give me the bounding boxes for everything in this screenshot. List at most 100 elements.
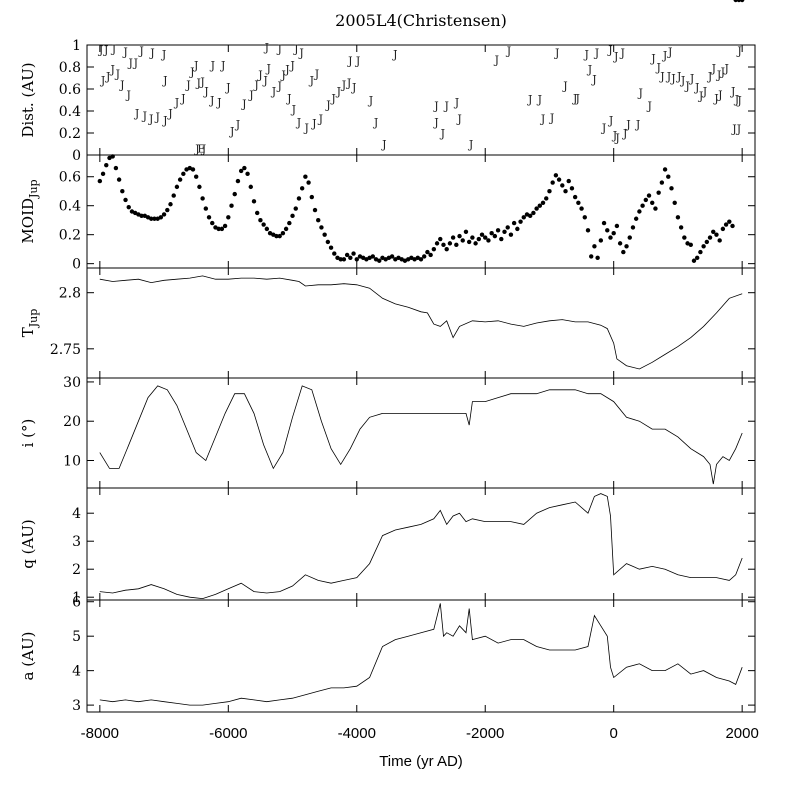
moid-point xyxy=(203,206,209,211)
moid-point xyxy=(730,223,735,229)
moid-point xyxy=(608,235,613,240)
moid-point xyxy=(422,254,427,259)
encounter-marker: J xyxy=(248,89,253,102)
encounter-marker: J xyxy=(196,76,201,89)
moid-point xyxy=(470,235,475,240)
encounter-marker: J xyxy=(111,42,116,55)
y-tick-label: 2.75 xyxy=(50,342,81,358)
encounter-marker: J xyxy=(433,116,438,129)
encounter-marker: J xyxy=(122,46,127,59)
panel-a: 3 4 5 6 a (AU) xyxy=(19,595,756,714)
encounter-marker: J xyxy=(554,47,559,60)
encounter-marker: J xyxy=(138,45,143,58)
encounter-marker: J xyxy=(276,42,281,55)
encounter-marker: J xyxy=(702,85,707,98)
encounter-marker: J xyxy=(142,109,147,122)
encounter-marker: J xyxy=(229,125,234,138)
x-axis-label: Time (yr AD) xyxy=(379,753,463,770)
moid-point xyxy=(505,225,510,230)
moid-point xyxy=(113,165,119,171)
moid-point xyxy=(582,215,587,220)
moid-point xyxy=(174,184,180,190)
moid-point xyxy=(280,231,286,236)
moid-point xyxy=(659,180,665,185)
moid-point xyxy=(563,189,568,194)
moid-point xyxy=(550,180,555,185)
moid-point xyxy=(466,239,472,245)
encounter-marker: J xyxy=(549,112,554,125)
x-tick-label: -2000 xyxy=(466,725,504,742)
x-axis: -8000 -6000 -4000 -2000 0 2000 xyxy=(81,725,759,742)
moid-point xyxy=(171,193,176,198)
moid-point xyxy=(569,186,575,191)
encounter-marker: J xyxy=(235,118,240,131)
encounter-marker: J xyxy=(601,122,606,135)
moid-point xyxy=(585,228,591,233)
moid-point xyxy=(502,229,507,234)
encounter-marker: J xyxy=(736,94,741,107)
moid-point xyxy=(547,189,552,194)
encounter-marker: J xyxy=(271,85,276,98)
moid-point xyxy=(601,220,607,226)
moid-point xyxy=(277,233,282,239)
moid-point xyxy=(344,252,350,258)
encounter-marker: J xyxy=(731,123,736,136)
moid-point xyxy=(701,244,706,249)
moid-point xyxy=(306,180,311,185)
moid-point xyxy=(630,225,636,230)
encounter-marker: J xyxy=(210,59,215,72)
moid-point xyxy=(499,236,504,242)
moid-point xyxy=(595,255,600,261)
encounter-marker: J xyxy=(736,123,741,136)
y-tick-label: 0 xyxy=(72,257,81,273)
encounter-marker: J xyxy=(341,79,346,92)
encounter-marker: J xyxy=(98,43,103,56)
encounter-marker: J xyxy=(537,93,542,106)
panel-tjup: 2.75 2.8 TJup xyxy=(19,267,756,379)
encounter-marker: J xyxy=(201,142,206,155)
encounter-marker: J xyxy=(368,94,373,107)
moid-point xyxy=(116,177,122,182)
moid-point xyxy=(624,244,629,249)
moid-point xyxy=(457,233,462,239)
encounter-marker: J xyxy=(253,79,258,92)
moid-point xyxy=(232,191,237,197)
moid-point xyxy=(589,254,594,259)
moid-point xyxy=(210,220,215,226)
moid-point xyxy=(454,242,459,248)
y-axis-label: Dist. (AU) xyxy=(19,62,37,137)
moid-point xyxy=(238,168,244,174)
moid-point xyxy=(229,203,234,208)
moid-point xyxy=(322,232,327,237)
moid-point xyxy=(139,213,144,219)
encounter-marker: J xyxy=(264,41,269,54)
encounter-marker: J xyxy=(717,89,722,102)
encounter-marker: J xyxy=(608,114,613,127)
moid-point xyxy=(720,226,726,232)
encounter-marker: J xyxy=(468,138,473,151)
panel-frame xyxy=(86,487,756,601)
encounter-marker: J xyxy=(527,93,532,106)
encounter-marker: J xyxy=(494,53,499,66)
encounter-marker: J xyxy=(330,92,335,105)
encounter-marker: J xyxy=(540,113,545,126)
moid-point xyxy=(633,216,639,221)
moid-point xyxy=(264,226,270,232)
encounter-marker: J xyxy=(454,96,459,109)
moid-point xyxy=(553,173,559,178)
encounter-marker: J xyxy=(194,142,199,155)
encounter-marker: J xyxy=(289,59,294,72)
moid-point xyxy=(572,194,578,200)
moid-point xyxy=(274,233,279,239)
moid-point xyxy=(643,197,649,203)
moid-point xyxy=(508,232,514,237)
y-tick-label: 6 xyxy=(72,595,81,611)
encounter-marker: J xyxy=(655,61,660,74)
moid-point xyxy=(348,255,353,261)
encounter-marker: J xyxy=(680,74,685,87)
encounter-marker: J xyxy=(257,69,262,82)
y-axis-label: TJup xyxy=(19,309,40,338)
moid-point xyxy=(489,231,494,236)
encounter-marker: J xyxy=(109,63,114,76)
encounter-marker: J xyxy=(303,122,308,135)
